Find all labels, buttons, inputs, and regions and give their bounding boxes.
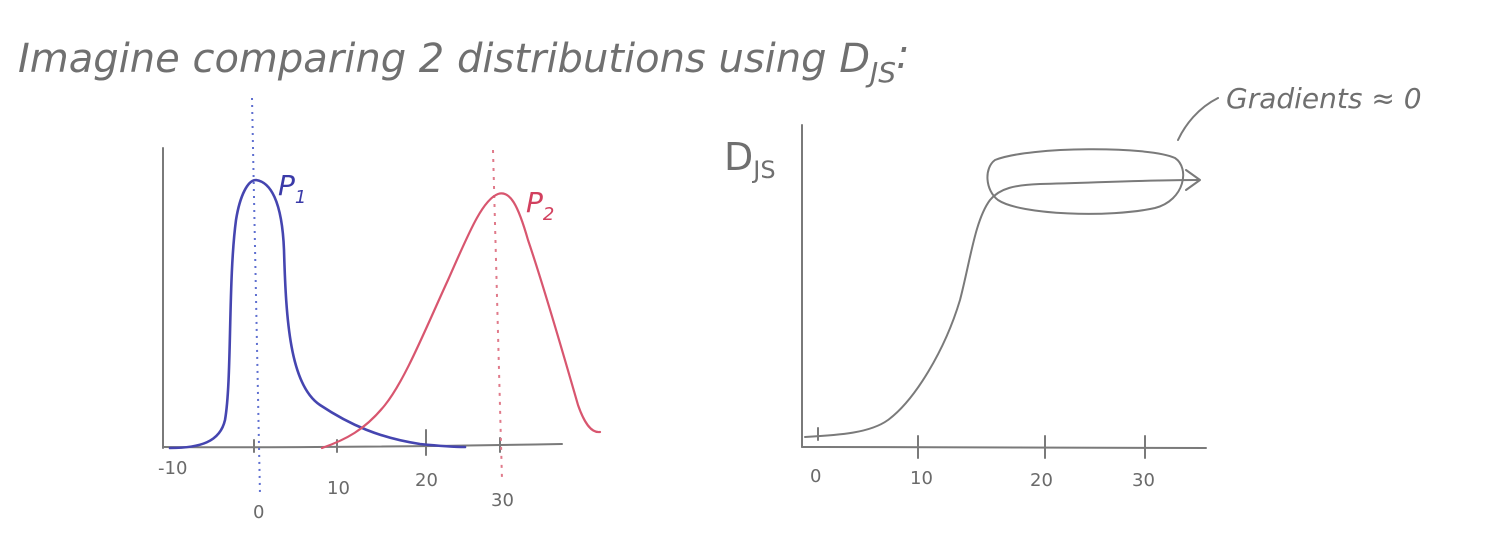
plateau-ellipse bbox=[986, 148, 1185, 215]
left-tick-label-neg10: -10 bbox=[158, 458, 187, 479]
title-colon: : bbox=[896, 32, 909, 78]
p1-curve bbox=[168, 178, 467, 450]
left-plot: P1 P2 -10 0 10 20 30 bbox=[158, 97, 602, 523]
p2-curve bbox=[320, 192, 602, 450]
left-tick-label-20: 20 bbox=[415, 470, 438, 491]
right-tick-label-20: 20 bbox=[1030, 470, 1053, 491]
p1-mean-line bbox=[251, 97, 261, 496]
right-tick-label-0: 0 bbox=[810, 466, 821, 487]
gradients-annotation: Gradients ≈ 0 bbox=[1226, 82, 1422, 115]
djs-arrow-head bbox=[1185, 169, 1201, 191]
title-main: Imagine comparing 2 distributions using … bbox=[18, 36, 870, 82]
annotation-pointer bbox=[1177, 97, 1219, 141]
p2-label: P2 bbox=[526, 186, 554, 225]
left-tick-label-10: 10 bbox=[327, 478, 350, 499]
p1-label: P1 bbox=[278, 169, 306, 208]
right-tick-label-10: 10 bbox=[910, 468, 933, 489]
title-text: Imagine comparing 2 distributions using … bbox=[18, 32, 910, 89]
right-tick-label-30: 30 bbox=[1132, 470, 1155, 491]
right-y-label: DJS bbox=[724, 135, 776, 184]
right-plot: DJS Gradients ≈ 0 0 10 20 30 bbox=[724, 82, 1422, 491]
left-x-axis bbox=[162, 443, 563, 449]
title-subscript: JS bbox=[865, 56, 896, 89]
left-tick-label-0: 0 bbox=[253, 502, 264, 523]
left-tick-label-30: 30 bbox=[491, 490, 514, 511]
djs-curve bbox=[804, 179, 1199, 438]
right-x-axis bbox=[801, 446, 1207, 449]
p2-mean-line bbox=[492, 149, 503, 481]
